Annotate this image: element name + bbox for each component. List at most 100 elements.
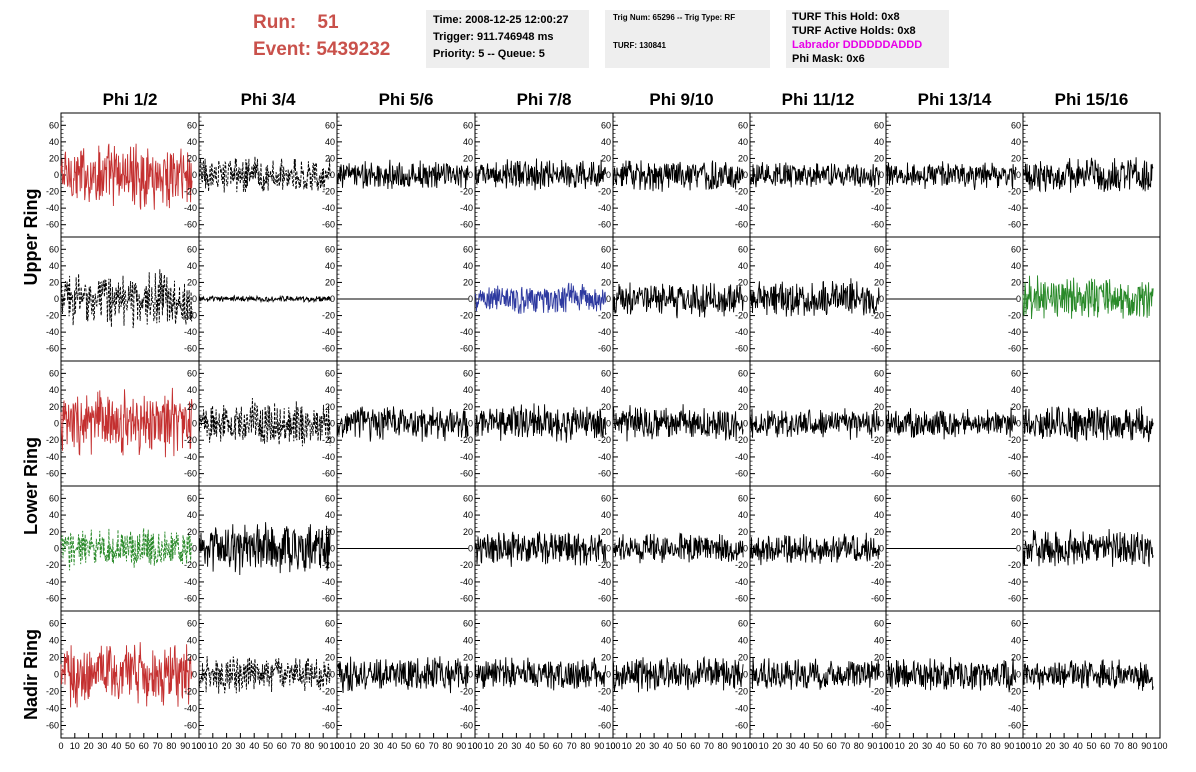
y-tick-label: 40 xyxy=(874,137,884,147)
x-tick-label: 20 xyxy=(908,741,918,751)
waveform-panel: -60 -40 -20 0 20 40 60 xyxy=(1008,485,1161,612)
y-tick-label: 60 xyxy=(325,368,335,378)
ring-label: Upper Ring xyxy=(21,189,41,286)
y-tick-label: 60 xyxy=(187,493,197,503)
y-tick-label: 20 xyxy=(325,153,335,163)
y-tick-label: 60 xyxy=(601,493,611,503)
y-tick-label: 60 xyxy=(1011,368,1021,378)
y-tick-label: 40 xyxy=(738,137,748,147)
y-tick-label: -40 xyxy=(598,327,611,337)
y-tick-label: 20 xyxy=(738,527,748,537)
y-tick-label: 60 xyxy=(601,368,611,378)
y-tick-label: -20 xyxy=(1008,311,1021,321)
y-tick-label: 0 xyxy=(330,419,335,429)
y-tick-label: 0 xyxy=(54,419,59,429)
waveform-panel: -60 -40 -20 0 20 40 60 xyxy=(735,112,887,238)
time-text: Time: 2008-12-25 12:00:27 xyxy=(433,14,569,26)
waveform-trace xyxy=(198,522,331,576)
y-tick-label: 0 xyxy=(743,294,748,304)
y-tick-label: -40 xyxy=(322,704,335,714)
y-tick-label: 20 xyxy=(738,653,748,663)
y-tick-label: -20 xyxy=(460,435,473,445)
x-tick-label: 0 xyxy=(334,741,339,751)
x-tick-label: 60 xyxy=(277,741,287,751)
y-tick-label: -60 xyxy=(871,721,884,731)
x-tick-label: 40 xyxy=(936,741,946,751)
y-tick-label: 40 xyxy=(874,261,884,271)
waveform-panel: -60 -40 -20 0 20 40 60 xyxy=(1008,360,1161,487)
column-title: Phi 11/12 xyxy=(782,90,855,109)
y-tick-label: -60 xyxy=(322,721,335,731)
phi-mask-text: Phi Mask: 0x6 xyxy=(792,53,865,65)
waveform-panel: -60 -40 -20 0 20 40 60 xyxy=(735,236,887,362)
x-tick-label: 40 xyxy=(387,741,397,751)
waveform-trace xyxy=(474,657,607,691)
y-tick-label: 60 xyxy=(1011,493,1021,503)
y-tick-label: -20 xyxy=(598,687,611,697)
y-tick-label: -40 xyxy=(460,452,473,462)
y-tick-label: -60 xyxy=(735,344,748,354)
y-tick-label: -40 xyxy=(598,203,611,213)
y-tick-label: -40 xyxy=(46,577,59,587)
y-tick-label: -60 xyxy=(46,721,59,731)
y-tick-label: 40 xyxy=(187,137,197,147)
waveform-panel: -60 -40 -20 0 20 40 60 xyxy=(1008,610,1161,739)
priority-text: Priority: 5 -- Queue: 5 xyxy=(433,48,545,60)
x-tick-label: 100 xyxy=(1015,741,1030,751)
y-tick-label: 40 xyxy=(601,137,611,147)
waveform-panel: -60 -40 -20 0 20 40 60 xyxy=(322,236,476,362)
x-tick-label: 30 xyxy=(786,741,796,751)
turf-text: TURF: 130841 xyxy=(613,41,666,50)
x-tick-label: 20 xyxy=(1045,741,1055,751)
y-tick-label: -40 xyxy=(1008,452,1021,462)
waveform-panel: -60 -40 -20 0 20 40 60 xyxy=(871,360,1024,487)
x-tick-label: 20 xyxy=(84,741,94,751)
event-value: 5439232 xyxy=(316,39,391,60)
y-tick-label: 40 xyxy=(601,385,611,395)
y-tick-label: 60 xyxy=(187,619,197,629)
y-tick-label: -20 xyxy=(871,687,884,697)
y-tick-label: 20 xyxy=(874,153,884,163)
y-tick-label: 20 xyxy=(463,402,473,412)
x-tick-label: 50 xyxy=(1086,741,1096,751)
y-tick-label: 0 xyxy=(1016,170,1021,180)
y-tick-label: -60 xyxy=(598,721,611,731)
y-tick-label: 60 xyxy=(463,368,473,378)
y-tick-label: 60 xyxy=(325,619,335,629)
y-tick-label: 0 xyxy=(54,294,59,304)
y-tick-label: -60 xyxy=(184,721,197,731)
y-tick-label: -20 xyxy=(184,187,197,197)
x-tick-label: 100 xyxy=(467,741,482,751)
y-tick-label: 20 xyxy=(463,527,473,537)
x-tick-label: 70 xyxy=(291,741,301,751)
x-tick-label: 60 xyxy=(553,741,563,751)
y-tick-label: 40 xyxy=(738,636,748,646)
waveform-trace xyxy=(1022,659,1154,691)
y-tick-label: 0 xyxy=(468,294,473,304)
y-tick-label: -40 xyxy=(46,327,59,337)
waveform-panel: -60 -40 -20 0 20 40 60 xyxy=(322,112,476,238)
y-tick-label: -60 xyxy=(598,344,611,354)
waveform-panel: -60 -40 -20 0 20 40 60 xyxy=(871,485,1024,612)
y-tick-label: 0 xyxy=(468,419,473,429)
y-tick-label: 60 xyxy=(738,368,748,378)
y-tick-label: 40 xyxy=(49,261,59,271)
x-tick-label: 50 xyxy=(813,741,823,751)
y-tick-label: -20 xyxy=(46,560,59,570)
x-tick-label: 30 xyxy=(1059,741,1069,751)
y-tick-label: -60 xyxy=(735,721,748,731)
y-tick-label: -20 xyxy=(460,311,473,321)
x-tick-label: 10 xyxy=(70,741,80,751)
y-tick-label: 60 xyxy=(738,619,748,629)
x-tick-label: 90 xyxy=(180,741,190,751)
y-tick-label: 40 xyxy=(738,261,748,271)
x-tick-label: 50 xyxy=(539,741,549,751)
y-tick-label: 20 xyxy=(601,277,611,287)
column-title: Phi 9/10 xyxy=(649,90,713,109)
y-tick-label: -60 xyxy=(184,594,197,604)
x-tick-label: 40 xyxy=(525,741,535,751)
x-tick-label: 20 xyxy=(498,741,508,751)
y-tick-label: 40 xyxy=(601,261,611,271)
y-tick-label: 0 xyxy=(468,544,473,554)
y-tick-label: 40 xyxy=(187,636,197,646)
